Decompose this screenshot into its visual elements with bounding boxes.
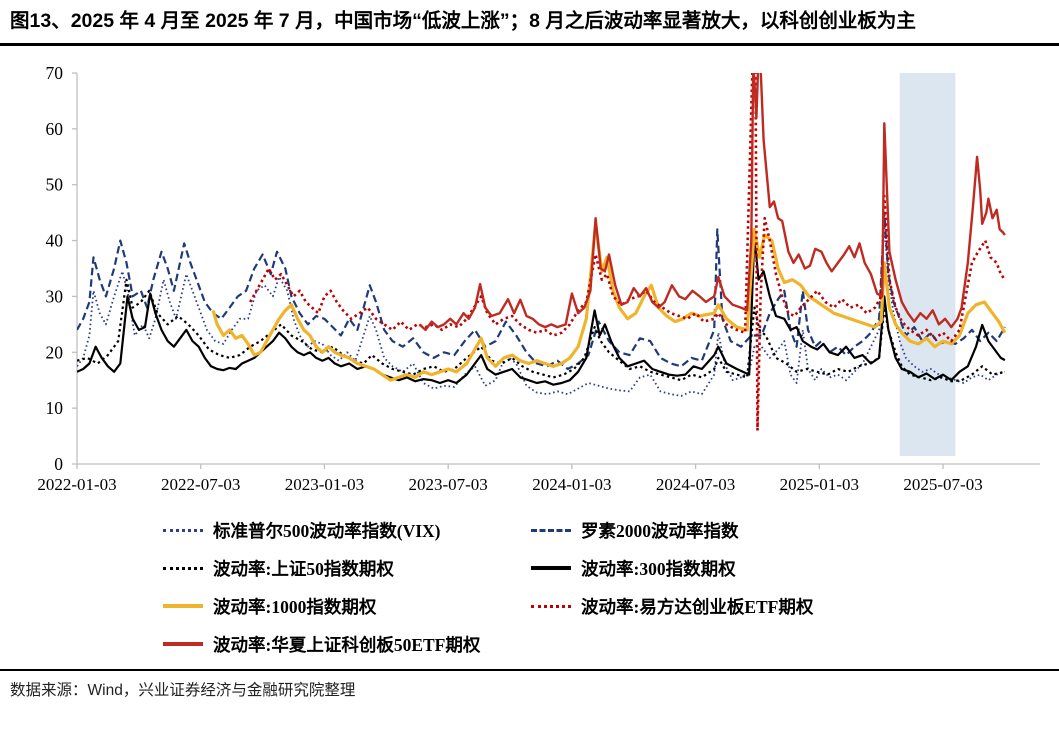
russell2000-line-swatch-icon bbox=[531, 528, 571, 532]
x-tick-label: 2022-07-03 bbox=[161, 475, 240, 494]
series-line-0 bbox=[77, 222, 1006, 397]
chinext-etf-line-swatch-icon bbox=[531, 604, 571, 608]
series-line-5 bbox=[249, 72, 1006, 432]
source-divider bbox=[0, 668, 1059, 671]
y-tick-label: 70 bbox=[46, 63, 64, 83]
legend-item-star50-etf: 波动率:华夏上证科创板50ETF期权 bbox=[163, 632, 531, 657]
legend-label: 波动率:易方达创业板ETF期权 bbox=[581, 596, 814, 617]
y-tick-label: 0 bbox=[54, 454, 63, 474]
y-tick-label: 40 bbox=[46, 230, 64, 250]
series-line-3 bbox=[77, 233, 1006, 386]
data-source: 数据来源：Wind，兴业证券经济与金融研究院整理 bbox=[10, 681, 356, 699]
x-tick-label: 2025-07-03 bbox=[903, 475, 982, 494]
legend-item-vix: 标准普尔500波动率指数(VIX) bbox=[163, 518, 531, 543]
vix-line-swatch-icon bbox=[163, 528, 203, 532]
legend-item-csi1000: 波动率:1000指数期权 bbox=[163, 594, 531, 619]
legend-label: 波动率:上证50指数期权 bbox=[213, 558, 394, 579]
chart-canvas: 0 10 20 30 40 50 60 70 2022-01-03 2022-07-03 2023-… bbox=[37, 63, 1040, 494]
csi1000-line-swatch-icon bbox=[163, 604, 203, 609]
x-tick-label: 2024-07-03 bbox=[656, 475, 735, 494]
x-tick-label: 2024-01-03 bbox=[532, 475, 611, 494]
series-line-1 bbox=[77, 211, 1006, 370]
x-tick-label: 2025-01-03 bbox=[780, 475, 859, 494]
legend-label: 波动率:1000指数期权 bbox=[213, 596, 377, 617]
legend-item-csi300: 波动率:300指数期权 bbox=[531, 556, 899, 581]
legend-label: 标准普尔500波动率指数(VIX) bbox=[213, 520, 441, 541]
x-tick-label: 2023-01-03 bbox=[285, 475, 364, 494]
series-line-4 bbox=[211, 221, 1007, 382]
star50-etf-line-swatch-icon bbox=[163, 642, 203, 647]
series-line-6 bbox=[418, 72, 1006, 331]
y-tick-label: 10 bbox=[46, 398, 64, 418]
y-tick-label: 60 bbox=[46, 119, 64, 139]
y-tick-label: 50 bbox=[46, 174, 64, 194]
title-divider bbox=[0, 42, 1059, 46]
legend-label: 罗素2000波动率指数 bbox=[581, 520, 739, 541]
legend-label: 波动率:华夏上证科创板50ETF期权 bbox=[213, 634, 481, 655]
legend-item-chinext-etf: 波动率:易方达创业板ETF期权 bbox=[531, 594, 899, 619]
x-tick-label: 2022-01-03 bbox=[37, 475, 116, 494]
highlight-band-2025-04-to-07 bbox=[899, 72, 956, 456]
legend-item-russell2000: 罗素2000波动率指数 bbox=[531, 518, 899, 543]
series-line-2 bbox=[77, 278, 1006, 383]
sse50-line-swatch-icon bbox=[163, 566, 203, 570]
y-tick-label: 20 bbox=[46, 342, 64, 362]
y-tick-label: 30 bbox=[46, 286, 64, 306]
chart-legend: 标准普尔500波动率指数(VIX) 罗素2000波动率指数 波动率:上证50指数… bbox=[163, 518, 1059, 657]
figure-title: 图13、2025 年 4 月至 2025 年 7 月，中国市场“低波上涨”；8 … bbox=[10, 10, 916, 32]
x-tick-label: 2023-07-03 bbox=[408, 475, 487, 494]
csi300-line-swatch-icon bbox=[531, 566, 571, 571]
legend-label: 波动率:300指数期权 bbox=[581, 558, 736, 579]
volatility-chart: 0 10 20 30 40 50 60 70 2022-01-03 2022-07-03 2023-… bbox=[0, 52, 1059, 514]
legend-item-sse50: 波动率:上证50指数期权 bbox=[163, 556, 531, 581]
